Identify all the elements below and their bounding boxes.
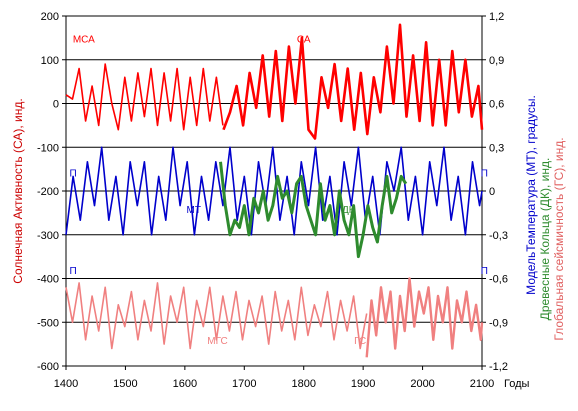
annotation-label: П (70, 168, 77, 179)
annotation-label: ДК (342, 205, 355, 216)
annotation-label: МГС (207, 336, 228, 347)
x-tick-label: 2100 (470, 378, 494, 390)
series-line-ГС (365, 277, 484, 358)
series-line-МСА (65, 63, 224, 131)
series-line-ДК (219, 161, 408, 259)
annotation-label: МТ (187, 205, 201, 216)
y-left-tick-label: -400 (37, 274, 59, 286)
x-tick-label: 2000 (410, 378, 434, 390)
x-tick-label: 1400 (54, 378, 78, 390)
x-tick-label: 1600 (173, 378, 197, 390)
annotation-label: ГС (354, 336, 366, 347)
annotation-label: П (481, 266, 488, 277)
y-left-tick-label: -500 (37, 317, 59, 329)
y-left-tick-label: -200 (37, 186, 59, 198)
y-right-tick-label: -0,3 (489, 230, 508, 242)
y-left-axis-title: Солнечная Активность (СА), инд. (11, 98, 25, 283)
y-left-tick-label: -100 (37, 142, 59, 154)
y-right-tick-label: -0,9 (489, 317, 508, 329)
y-right-tick-label: 0,9 (489, 55, 504, 67)
x-tick-label: 1900 (351, 378, 375, 390)
series-line-СА (222, 23, 484, 140)
y-right-tick-label: -1,2 (489, 361, 508, 373)
y-right-tick-label: -0,6 (489, 274, 508, 286)
annotation-label: СА (297, 34, 311, 45)
annotation-label: П (70, 266, 77, 277)
x-tick-label: 1700 (232, 378, 256, 390)
x-tick-label: 1800 (291, 378, 315, 390)
y-right-axis-title-dk: Древесные Кольца (ДК), инд. (538, 158, 552, 321)
x-tick-label: 1500 (113, 378, 137, 390)
y-right-axis-title-mt: МодельТемпература (МТ), градусы. (524, 95, 538, 295)
y-left-tick-label: 200 (41, 11, 59, 23)
y-right-tick-label: 0,3 (489, 142, 504, 154)
y-right-tick-label: 1,2 (489, 11, 504, 23)
y-left-tick-label: -600 (37, 361, 59, 373)
x-axis-label: Годы (504, 378, 530, 390)
y-right-tick-label: 0,6 (489, 99, 504, 111)
y-right-axis-title-gs: Глобальная сейсмичность (ГС), инд. (552, 137, 566, 340)
series-line-МГС (65, 282, 368, 350)
annotation-label: П (481, 168, 488, 179)
y-left-tick-label: 0 (53, 99, 59, 111)
y-left-tick-label: -300 (37, 230, 59, 242)
y-left-tick-label: 100 (41, 55, 59, 67)
y-right-tick-label: 0 (489, 186, 495, 198)
annotation-label: МСА (73, 34, 95, 45)
